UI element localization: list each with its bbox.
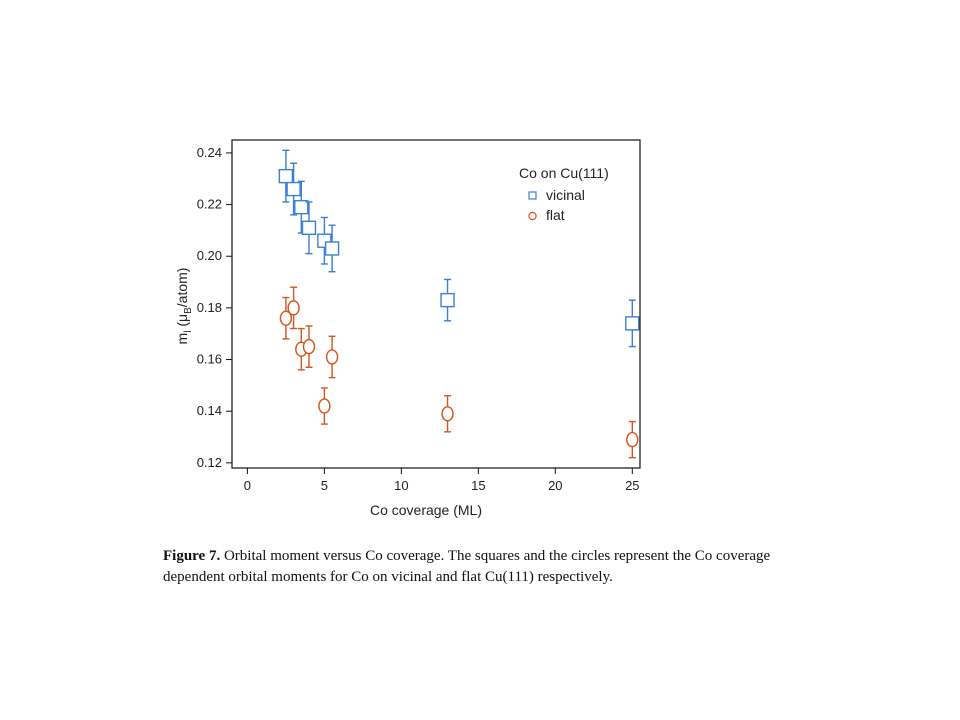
y-axis: 0.12 0.14 0.16 0.18 0.20 0.22 0.24 [197,145,232,470]
legend: Co on Cu(111) vicinal flat [519,165,609,223]
series-layer [278,149,640,459]
legend-vicinal-marker [528,191,537,200]
data-point-vicinal [286,181,301,197]
legend-vicinal-label: vicinal [546,187,585,203]
y-axis-label: ml (μB/atom) [174,268,194,345]
data-point-vicinal [324,241,340,256]
data-point-flat [302,338,316,355]
y-tick-label: 0.12 [197,455,222,470]
x-tick-label: 25 [625,478,639,493]
y-tick-label: 0.22 [197,197,222,212]
data-point-flat [318,398,331,414]
caption-text: Orbital moment versus Co coverage. The s… [163,548,771,585]
y-tick-label: 0.16 [197,352,222,367]
x-tick-label: 10 [394,478,408,493]
data-point-vicinal [294,199,309,215]
figure-caption: Figure 7. Orbital moment versus Co cover… [163,546,803,588]
legend-flat-label: flat [546,207,565,223]
data-point-vicinal [278,168,294,184]
y-tick-label: 0.14 [197,403,222,418]
x-tick-label: 20 [548,478,562,493]
caption-label: Figure 7. [163,548,221,564]
x-tick-label: 0 [244,478,251,493]
series-flat [279,286,639,459]
data-point-vicinal [301,220,317,236]
series-vicinal [278,149,640,348]
x-tick-label: 5 [321,478,328,493]
data-point-flat [441,406,454,422]
data-point-flat [626,431,639,448]
y-tick-label: 0.20 [197,248,222,263]
data-point-flat [325,349,339,365]
y-tick-label: 0.24 [197,145,222,160]
x-tick-label: 15 [471,478,485,493]
y-tick-label: 0.18 [197,300,222,315]
x-axis: 0 5 10 15 20 25 [244,468,640,493]
data-point-vicinal [440,292,455,308]
plot-frame [231,139,641,469]
data-point-flat [287,300,300,316]
legend-title: Co on Cu(111) [519,165,609,181]
data-point-flat [279,310,293,326]
data-point-vicinal [625,316,640,331]
x-axis-label: Co coverage (ML) [370,502,482,518]
legend-flat-marker [528,211,537,221]
